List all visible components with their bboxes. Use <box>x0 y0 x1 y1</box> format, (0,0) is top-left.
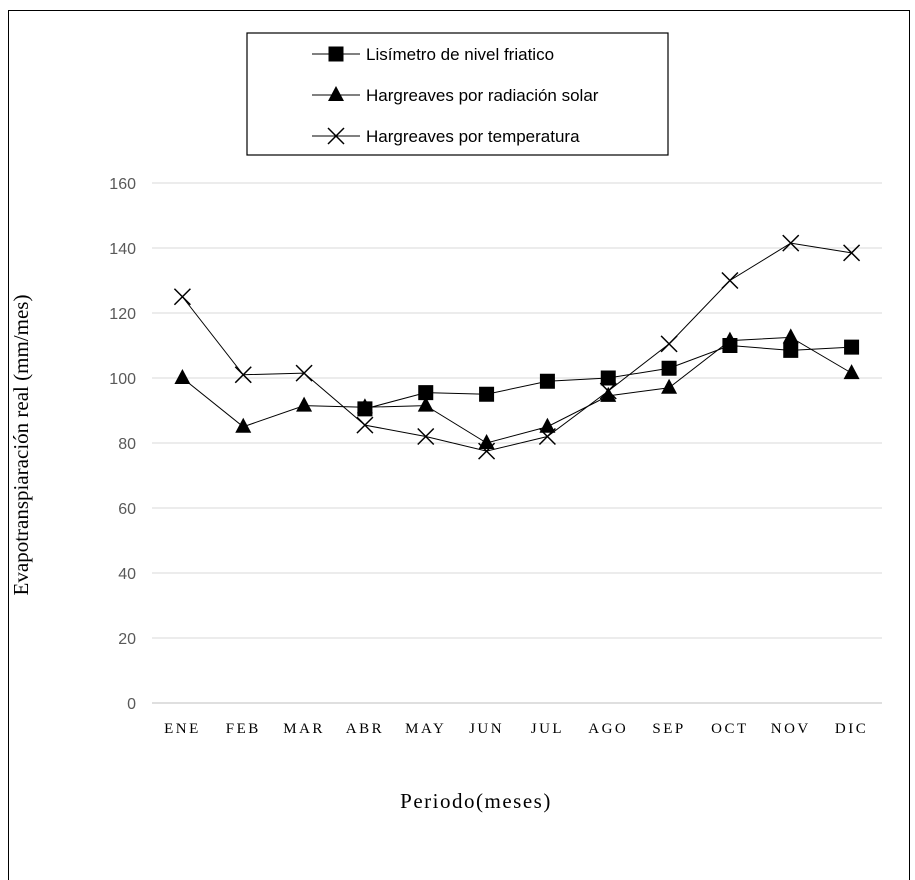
data-point-triangle <box>478 434 495 449</box>
x-tick-label: NOV <box>771 721 811 737</box>
data-point-x <box>721 271 739 290</box>
series-square <box>357 338 860 417</box>
data-point-triangle <box>235 417 252 433</box>
x-tick-label: ABR <box>346 721 384 737</box>
data-point-square <box>539 373 555 389</box>
y-tick-label: 100 <box>109 371 136 388</box>
legend-marker-square <box>328 46 344 62</box>
data-point-x <box>782 234 800 252</box>
x-tick-label: AGO <box>588 721 628 737</box>
data-point-x <box>173 288 191 306</box>
data-point-x <box>417 427 435 446</box>
data-point-triangle <box>174 369 191 384</box>
x-tick-label: OCT <box>711 721 749 737</box>
y-tick-label: 140 <box>109 241 136 258</box>
gridlines <box>152 182 882 704</box>
x-tick-label: JUN <box>469 721 504 737</box>
x-tick-label: MAY <box>405 721 446 737</box>
y-tick-labels: 0 20 40 60 80 100 120 140 160 <box>109 176 136 713</box>
data-point-triangle <box>843 364 860 380</box>
y-tick-label: 60 <box>118 501 136 518</box>
y-axis-title: Evapotranspiaración real (mm/mes) <box>9 295 33 596</box>
legend-entry: Hargreaves por radiación solar <box>312 86 599 105</box>
data-point-x <box>538 427 556 446</box>
x-tick-label: MAR <box>283 721 325 737</box>
legend-label: Lisímetro de nivel friatico <box>366 45 554 64</box>
x-tick-label: FEB <box>226 721 261 737</box>
x-axis-title: Periodo(meses) <box>400 789 552 813</box>
series-line <box>182 336 852 444</box>
legend-marker-x <box>327 127 345 145</box>
series-line <box>182 242 852 452</box>
data-point-triangle <box>600 386 617 402</box>
series-x <box>173 234 861 460</box>
data-point-x <box>234 366 252 384</box>
legend: Lisímetro de nivel friatico Hargreaves po… <box>246 32 669 156</box>
data-point-triangle <box>782 328 799 344</box>
data-point-triangle <box>661 378 678 394</box>
data-point-triangle <box>296 396 313 412</box>
legend-marker-triangle <box>328 86 344 101</box>
y-tick-label: 80 <box>118 436 136 453</box>
data-point-x <box>295 364 313 382</box>
y-tick-label: 0 <box>127 696 136 713</box>
y-tick-label: 40 <box>118 566 136 583</box>
x-tick-label: DIC <box>835 721 868 737</box>
legend-box <box>246 32 669 156</box>
data-point-triangle <box>539 417 556 433</box>
legend-label: Hargreaves por temperatura <box>366 127 580 146</box>
legend-entry: Hargreaves por temperatura <box>312 127 580 146</box>
legend-entry: Lisímetro de nivel friatico <box>312 45 554 64</box>
data-point-x <box>599 382 617 400</box>
data-point-x <box>478 442 496 460</box>
data-point-square <box>418 385 434 401</box>
data-point-square <box>600 370 616 386</box>
series-triangle <box>174 328 860 449</box>
y-tick-label: 20 <box>118 631 136 648</box>
x-tick-label: JUL <box>531 721 564 737</box>
data-point-x <box>660 335 678 353</box>
data-point-triangle <box>356 398 373 414</box>
x-tick-label: ENE <box>164 721 201 737</box>
y-tick-label: 120 <box>109 306 136 323</box>
legend-label: Hargreaves por radiación solar <box>366 86 599 105</box>
data-point-triangle <box>721 331 738 347</box>
data-point-square <box>661 360 677 376</box>
data-point-x <box>843 244 861 262</box>
data-point-triangle <box>417 396 434 412</box>
x-tick-label: SEP <box>652 721 685 737</box>
data-point-square <box>844 339 860 355</box>
data-point-square <box>479 386 495 402</box>
data-point-x <box>356 416 374 434</box>
series-lines <box>173 234 861 460</box>
x-tick-labels: ENE FEB MAR ABR MAY JUN JUL AGO SEP OCT NOV DIC <box>164 721 868 737</box>
y-tick-label: 160 <box>109 176 136 193</box>
data-point-square <box>783 342 799 358</box>
